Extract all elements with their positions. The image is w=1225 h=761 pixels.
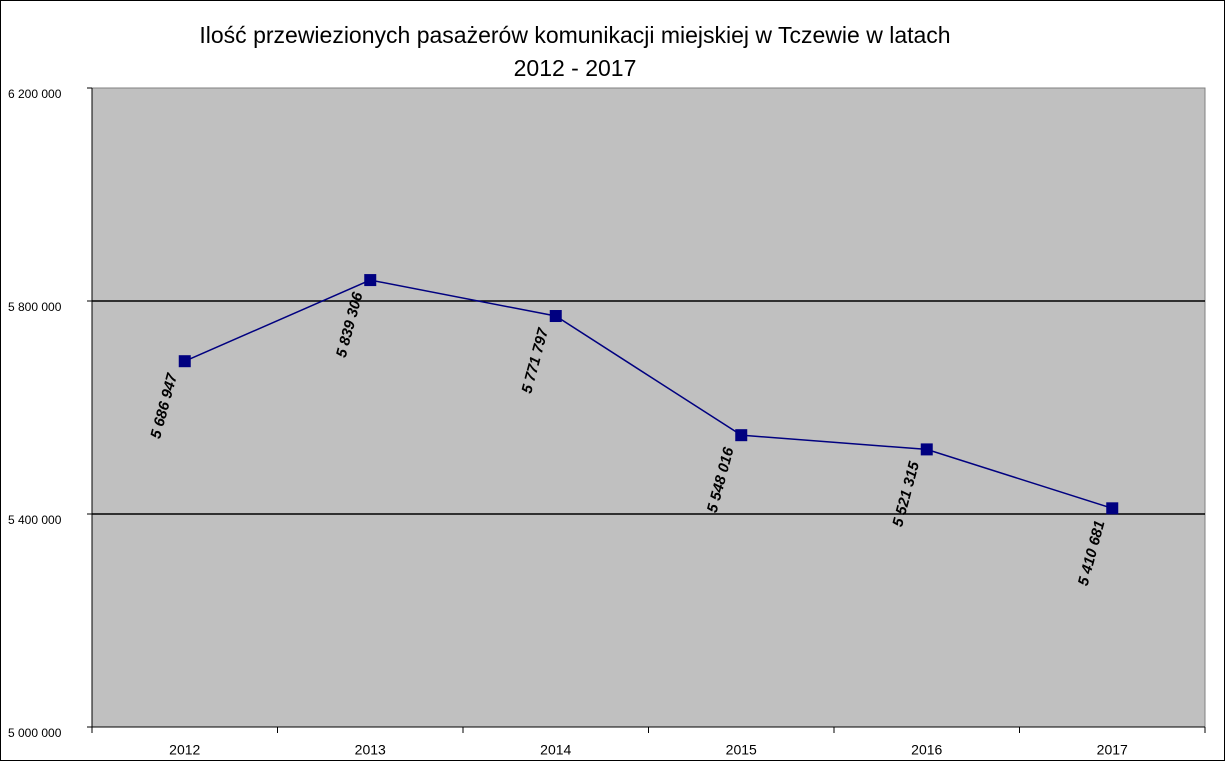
y-tick-label: 6 200 000	[8, 87, 62, 101]
x-tick-label: 2017	[1097, 742, 1128, 758]
marker	[364, 274, 377, 287]
y-tick-label: 5 400 000	[8, 513, 62, 527]
marker	[920, 443, 933, 456]
x-tick-label: 2014	[540, 742, 571, 758]
chart-title: 2012 - 2017	[514, 55, 637, 81]
line	[184, 279, 1113, 510]
x-tick-label: 2016	[911, 742, 942, 758]
marker	[1106, 502, 1119, 515]
chart-title: Ilość przewiezionych pasażerów komunikac…	[199, 22, 950, 48]
marker	[549, 310, 562, 323]
y-tick-label: 5 800 000	[8, 300, 62, 314]
y-tick-label: 5 000 000	[8, 726, 62, 740]
marker	[178, 355, 191, 368]
plot-area	[91, 87, 1206, 728]
x-tick-label: 2015	[726, 742, 757, 758]
x-tick-label: 2012	[169, 742, 200, 758]
x-tick-label: 2013	[355, 742, 386, 758]
marker	[735, 429, 748, 442]
